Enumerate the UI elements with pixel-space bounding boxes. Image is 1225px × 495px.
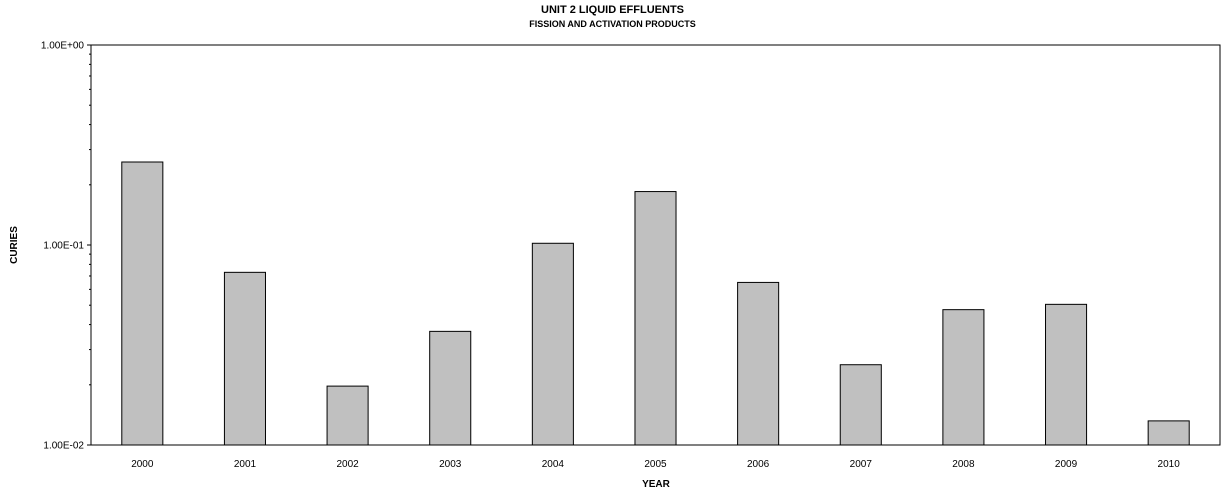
x-axis-label: YEAR	[642, 479, 671, 490]
chart-subtitle: FISSION AND ACTIVATION PRODUCTS	[529, 19, 696, 29]
x-tick-label: 2010	[1158, 459, 1181, 470]
x-tick-label: 2002	[336, 459, 359, 470]
x-tick-label: 2007	[850, 459, 873, 470]
x-tick-label: 2006	[747, 459, 770, 470]
y-axis-label: CURIES	[9, 226, 20, 264]
y-tick-label: 1.00E-02	[43, 441, 84, 452]
x-tick-label: 2005	[644, 459, 667, 470]
bar-2006	[737, 281, 780, 446]
bar-2010	[1147, 420, 1190, 446]
bar-2008	[942, 309, 985, 446]
bar-2000	[121, 161, 164, 446]
x-tick-label: 2009	[1055, 459, 1078, 470]
x-tick-label: 2000	[131, 459, 154, 470]
bar-2004	[531, 242, 574, 446]
bar-2003	[429, 330, 472, 446]
bar-2005	[634, 191, 677, 446]
y-tick-label: 1.00E+00	[41, 41, 85, 52]
x-tick-label: 2008	[952, 459, 975, 470]
x-tick-label: 2004	[542, 459, 565, 470]
chart-title: UNIT 2 LIQUID EFFLUENTS	[541, 4, 684, 16]
bar-2007	[839, 364, 882, 446]
y-tick-label: 1.00E-01	[43, 241, 84, 252]
x-tick-label: 2001	[234, 459, 257, 470]
bar-2009	[1045, 303, 1088, 446]
bar-2001	[223, 271, 266, 446]
bar-2002	[326, 385, 369, 446]
x-tick-label: 2003	[439, 459, 462, 470]
